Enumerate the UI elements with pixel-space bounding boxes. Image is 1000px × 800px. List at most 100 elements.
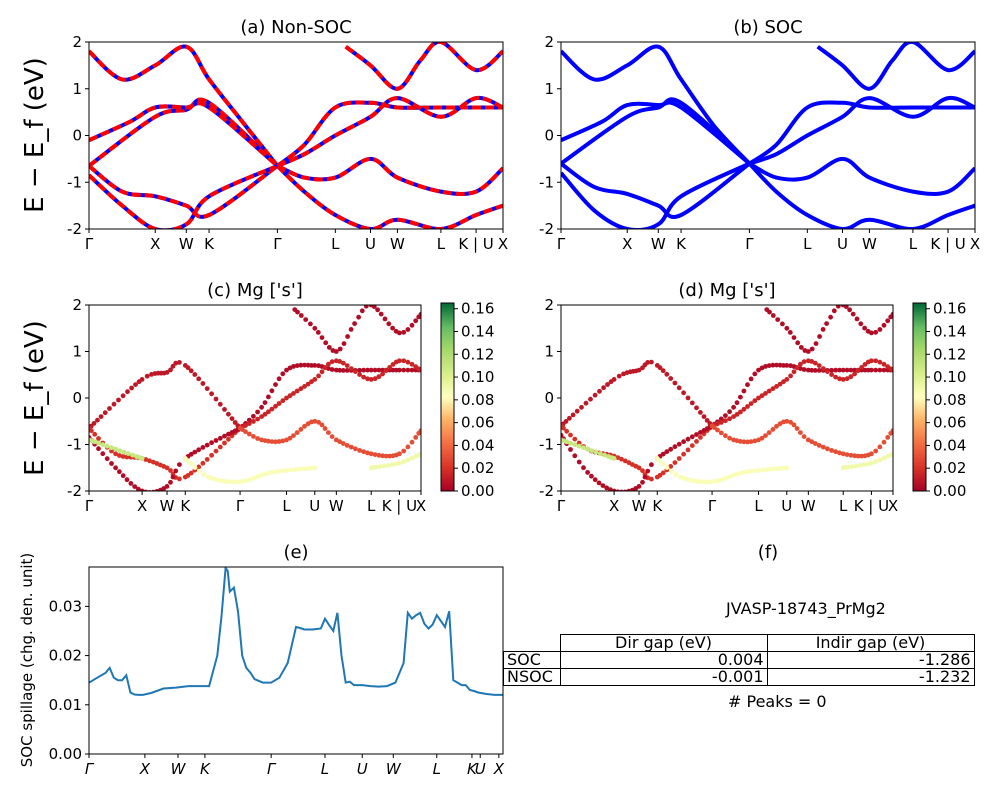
panel-e-title: (e) [283,542,308,563]
projected-point [852,453,857,459]
projected-point [344,443,350,448]
x-tick-label: K | U [458,235,493,253]
table-cell-indir: -1.286 [766,651,975,669]
projected-point [752,468,757,474]
projected-point [213,396,219,402]
projected-point [378,311,384,317]
x-tick-label: Γ [236,497,245,515]
projected-point [809,359,815,364]
projected-point [770,313,776,318]
projected-point [397,358,402,364]
projected-point [322,426,328,431]
projected-point [200,445,206,450]
projected-point [862,325,867,331]
projected-point [390,362,396,367]
projected-point [345,334,350,339]
projected-point [276,401,282,406]
projected-point [588,396,593,402]
projected-point [375,307,380,313]
colorbar-tick-label: 0.00 [461,482,494,500]
projected-point [185,365,191,371]
peaks-count: # Peaks = 0 [728,692,827,711]
projected-point [226,436,231,442]
projected-point [676,456,682,461]
projected-point [129,385,135,391]
y-tick-label: -2 [539,482,554,500]
projected-point [881,361,887,367]
y-tick-label: -2 [67,482,82,500]
projected-point [147,458,152,464]
projected-point [601,385,606,391]
projected-point [877,327,883,332]
projected-point [173,468,179,474]
x-tick-label: X [416,497,426,515]
projected-point [668,468,674,474]
projected-point [604,485,610,491]
projected-point [829,448,834,453]
projected-point [269,406,275,412]
projected-point [685,436,691,442]
x-tick-label: U [309,497,320,515]
projected-point [788,419,793,425]
projected-point [109,461,114,466]
projected-point [222,440,227,446]
x-tick-label: W [171,760,187,778]
projected-point [657,365,663,371]
x-tick-label: W [386,760,402,778]
colorbar-tick-label: 0.10 [933,368,966,386]
projected-point [766,430,772,435]
band-line [561,100,751,166]
x-tick-label: Γ [273,235,282,253]
projected-point [196,468,202,474]
projected-point [619,489,624,491]
colorbar-tick-label: 0.02 [461,459,494,477]
x-tick-label: X [493,760,505,778]
y-tick-label: 1 [544,343,554,361]
colorbar-tick-label: 0.10 [461,368,494,386]
projected-point [308,321,313,327]
projected-point [840,367,846,373]
panel-c-ylabel: E − E_f (eV) [20,320,50,476]
projected-point [309,363,314,368]
projected-point [109,448,114,454]
projected-point [340,368,346,373]
projected-point [701,414,707,419]
projected-point [243,429,248,435]
band-line-up [276,95,503,168]
x-tick-label: K | U [930,235,965,253]
projected-point [273,439,278,445]
table-header-indir: Indir gap (eV) [766,634,975,652]
projected-point [312,363,318,368]
projected-point [852,371,857,377]
x-tick-label: L [321,760,329,778]
projected-point [691,478,697,484]
projected-point [401,358,407,364]
projected-point [177,462,182,467]
projected-point [223,479,229,484]
projected-point [589,448,594,453]
colorbar-tick-label: 0.16 [933,300,966,318]
projected-point [255,436,260,441]
projected-point [337,367,343,373]
projected-point [302,362,307,368]
projected-point [572,442,578,448]
x-tick-label: X [139,760,151,778]
projected-point [143,489,148,491]
projected-point [397,451,402,457]
projected-point [374,464,379,470]
projected-point [668,376,674,381]
projected-point [372,452,378,457]
band-line-down [276,156,503,196]
projected-point [869,367,874,373]
band-line [816,42,975,91]
projected-point [316,419,321,425]
projected-point [164,465,170,471]
projected-point [877,444,883,450]
projected-point [812,360,818,366]
projected-point [326,361,331,367]
projected-point [862,367,868,373]
colorbar-d [912,302,927,492]
projected-point [376,452,382,458]
projected-point [640,468,645,474]
gap-table: Dir gap (eV) Indir gap (eV) SOC 0.004 -1… [503,634,975,686]
